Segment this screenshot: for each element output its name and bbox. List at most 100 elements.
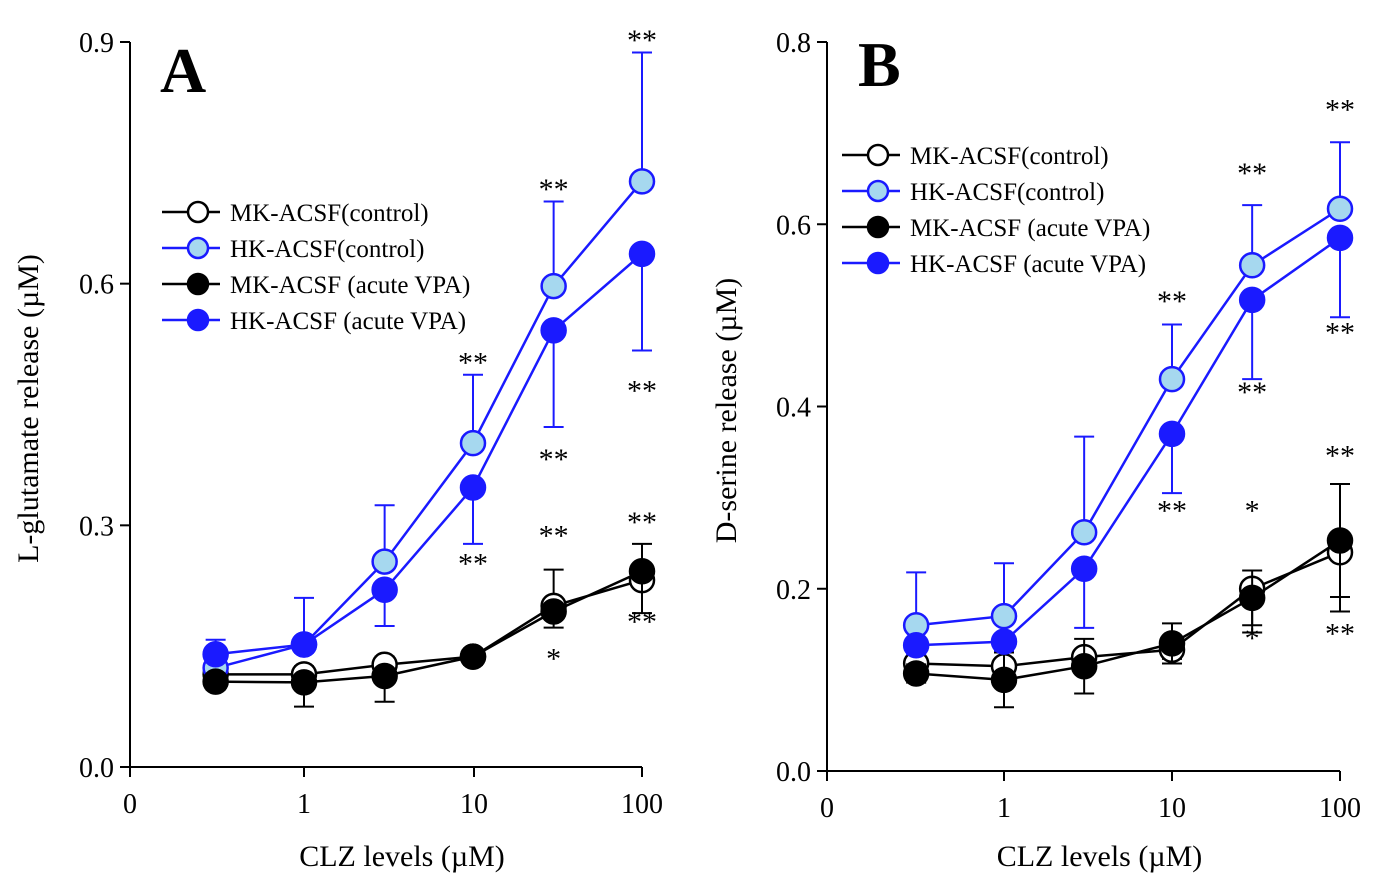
data-point <box>628 240 656 268</box>
y-tick-label: 0.9 <box>79 28 114 59</box>
series-4 <box>202 240 656 668</box>
legend-marker <box>186 236 210 260</box>
x-tick-label: 100 <box>621 789 663 820</box>
significance-annotation: ** <box>627 506 657 539</box>
x-tick-label: 0 <box>123 789 137 820</box>
x-tick-label: 10 <box>1158 793 1186 824</box>
significance-annotation: ** <box>458 346 488 379</box>
series-line <box>916 539 1341 682</box>
legend-entry: MK-ACSF (acute VPA) <box>910 215 1150 242</box>
legend-marker <box>866 251 890 275</box>
significance-annotation: * <box>546 643 561 676</box>
data-point <box>902 631 930 659</box>
series-2 <box>202 51 656 682</box>
data-point <box>459 429 487 457</box>
significance-annotation: ** <box>1157 494 1187 527</box>
y-axis-title: D-serine release (µM) <box>710 278 743 544</box>
legend-marker <box>186 272 210 296</box>
series-3 <box>202 558 656 708</box>
series-line <box>916 551 1341 668</box>
series-1 <box>902 539 1354 680</box>
data-point <box>1238 286 1266 314</box>
significance-annotation: * <box>1245 494 1260 527</box>
data-point <box>1070 555 1098 582</box>
significance-annotation: ** <box>1157 285 1187 318</box>
data-point <box>628 168 656 195</box>
legend-entry: HK-ACSF(control) <box>910 179 1104 206</box>
legend-entry: MK-ACSF (acute VPA) <box>230 272 470 299</box>
y-tick-label: 0.4 <box>776 393 811 424</box>
y-tick-label: 0.0 <box>79 753 114 784</box>
significance-annotation: ** <box>1325 93 1355 126</box>
data-point <box>371 548 398 575</box>
significance-annotation: ** <box>1237 376 1267 409</box>
significance-annotation: ** <box>1237 157 1267 190</box>
x-tick-label: 0 <box>820 793 834 824</box>
legend-marker <box>866 215 890 239</box>
series-4 <box>902 224 1354 659</box>
data-point <box>540 317 567 344</box>
panel-a: A 0.0 0.3 0.6 0.9 0 1 10 100 CLZ levels (µM) L-gl… <box>12 24 663 873</box>
x-axis-title: CLZ levels (µM) <box>299 840 505 873</box>
series-2 <box>902 141 1354 639</box>
y-tick-label: 0.2 <box>776 575 811 606</box>
data-point <box>902 660 930 687</box>
significance-annotation: ** <box>539 519 569 552</box>
legend: MK-ACSF(control) HK-ACSF(control) MK-ACSF … <box>162 200 470 335</box>
x-tick-label: 1 <box>297 789 311 820</box>
significance-annotation: ** <box>539 443 569 476</box>
data-point <box>990 602 1018 630</box>
data-point <box>202 668 229 695</box>
data-point <box>459 474 487 501</box>
legend-entry: HK-ACSF (acute VPA) <box>230 308 466 335</box>
x-tick-label: 100 <box>1319 793 1361 824</box>
legend-marker <box>866 143 890 167</box>
panel-label-a: A <box>160 35 206 106</box>
y-tick-label: 0.8 <box>776 28 811 59</box>
series-line <box>916 236 1341 647</box>
series-line <box>215 570 643 684</box>
series-line <box>215 180 643 670</box>
legend-entry: HK-ACSF(control) <box>230 236 424 263</box>
significance-annotation: ** <box>539 173 569 206</box>
y-tick-label: 0.0 <box>776 757 811 788</box>
data-point <box>540 598 567 625</box>
series-3 <box>902 482 1354 709</box>
data-point <box>628 558 656 585</box>
series-line <box>215 252 643 656</box>
significance-annotation: * <box>1245 622 1260 655</box>
data-point <box>1070 519 1098 546</box>
data-point <box>990 628 1018 655</box>
significance-annotation: ** <box>627 24 657 57</box>
annotations: ******************* <box>458 24 657 676</box>
data-point <box>202 640 229 668</box>
significance-annotation: ** <box>1325 317 1355 350</box>
data-point <box>990 666 1018 694</box>
y-tick-label: 0.6 <box>79 270 114 301</box>
x-axis-title: CLZ levels (µM) <box>997 840 1203 873</box>
data-point <box>1158 365 1186 393</box>
legend-marker <box>186 200 210 224</box>
data-point <box>290 631 318 658</box>
data-point <box>1326 527 1354 554</box>
y-tick-label: 0.3 <box>79 511 114 542</box>
legend-entry: MK-ACSF(control) <box>910 143 1109 170</box>
data-point <box>1326 195 1354 223</box>
legend: MK-ACSF(control) HK-ACSF(control) MK-ACSF … <box>842 143 1150 278</box>
legend-marker <box>866 179 890 203</box>
significance-annotation: ** <box>458 548 488 581</box>
x-tick-label: 10 <box>460 789 488 820</box>
panel-label-b: B <box>858 29 901 100</box>
data-point <box>1070 652 1098 680</box>
data-point <box>1158 420 1186 448</box>
series-line <box>215 578 643 676</box>
significance-annotation: ** <box>1325 617 1355 650</box>
series-1 <box>202 542 656 688</box>
annotations: ****************** <box>1157 93 1355 655</box>
data-point <box>540 272 567 300</box>
data-point <box>371 576 398 604</box>
data-point <box>459 643 487 670</box>
data-point <box>1238 584 1266 612</box>
significance-annotation: ** <box>1325 440 1355 473</box>
